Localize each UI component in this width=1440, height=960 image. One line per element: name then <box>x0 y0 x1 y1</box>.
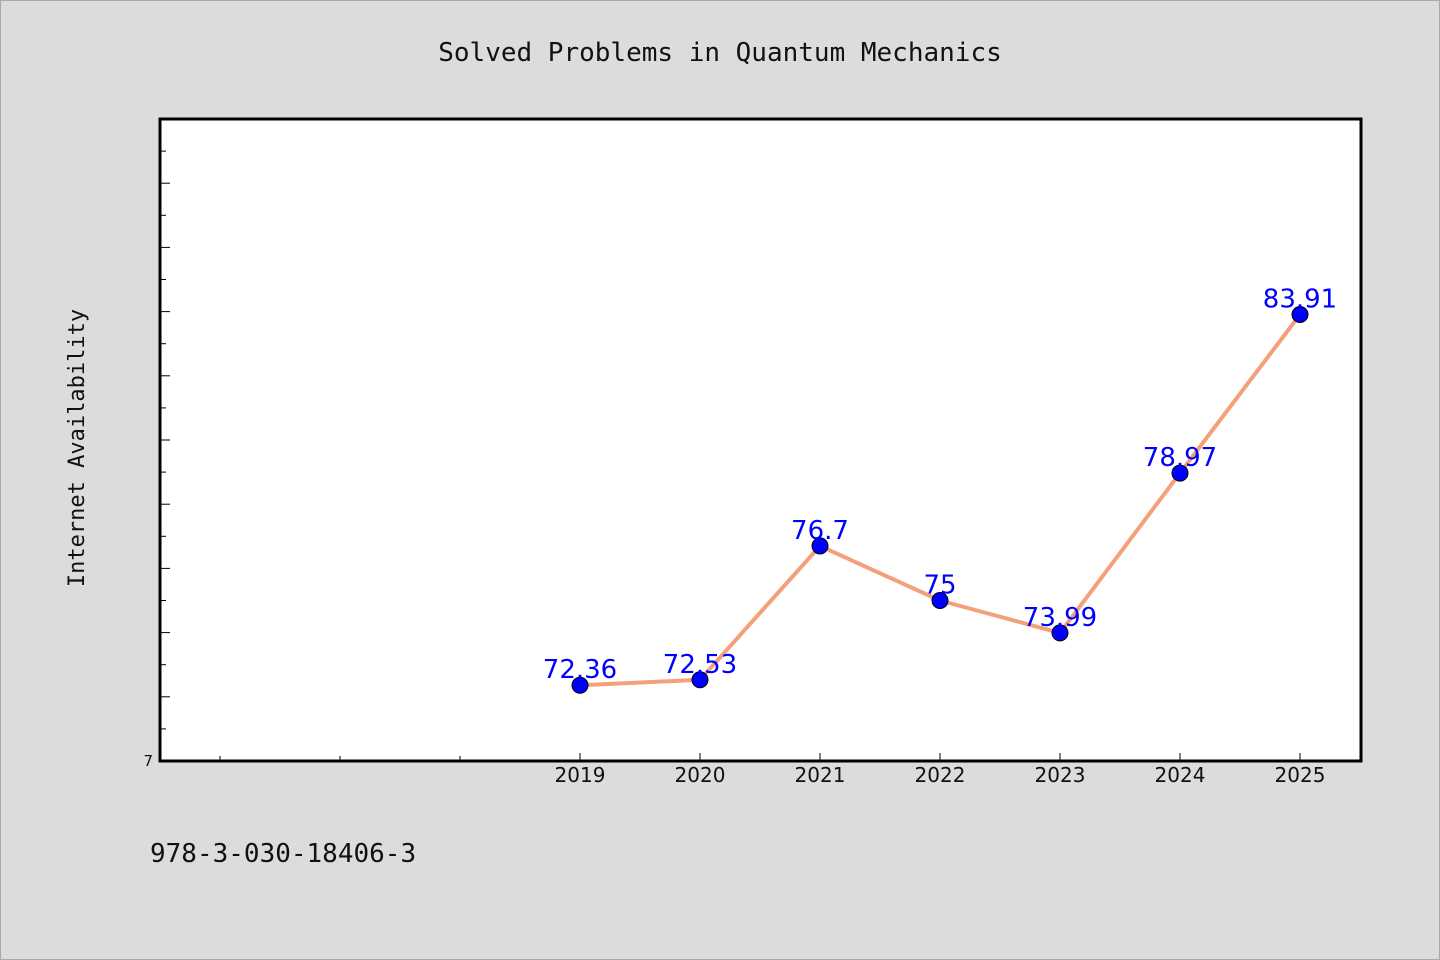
y-tick-label: 7 <box>143 752 153 770</box>
data-point <box>1291 305 1309 323</box>
y-axis-ticks <box>160 118 170 762</box>
x-tick-label: 2019 <box>555 763 606 787</box>
data-label: 72.53 <box>663 650 737 680</box>
x-axis-tick-labels: 2019 2020 2021 2022 2023 2024 2025 <box>555 753 1326 787</box>
data-point <box>1171 464 1189 482</box>
data-label: 76.7 <box>791 516 849 546</box>
chart-title: Solved Problems in Quantum Mechanics <box>438 38 1002 68</box>
data-point <box>811 537 829 555</box>
data-label: 73.99 <box>1023 603 1097 633</box>
data-label: 83.91 <box>1263 284 1337 314</box>
data-point <box>931 592 949 609</box>
x-tick-label: 2021 <box>795 763 846 787</box>
data-label: 75 <box>923 571 956 601</box>
x-tick-label: 2023 <box>1035 763 1086 787</box>
data-point <box>691 671 709 689</box>
data-labels: 72.36 72.53 76.7 75 73.99 78.97 83.91 <box>543 284 1337 685</box>
x-tick-label: 2024 <box>1155 763 1206 787</box>
x-axis-minor-ticks <box>219 756 461 761</box>
x-tick-label: 2025 <box>1275 763 1326 787</box>
plot-area <box>158 117 1363 763</box>
data-point <box>1051 624 1069 642</box>
isbn-footer: 978-3-030-18406-3 <box>150 839 416 869</box>
x-tick-label: 2020 <box>675 763 726 787</box>
x-tick-label: 2022 <box>915 763 966 787</box>
data-label: 72.36 <box>543 655 617 685</box>
data-point <box>571 676 589 694</box>
data-label: 78.97 <box>1143 443 1217 473</box>
y-axis-label: Internet Availability <box>65 309 90 587</box>
data-markers <box>571 305 1309 694</box>
